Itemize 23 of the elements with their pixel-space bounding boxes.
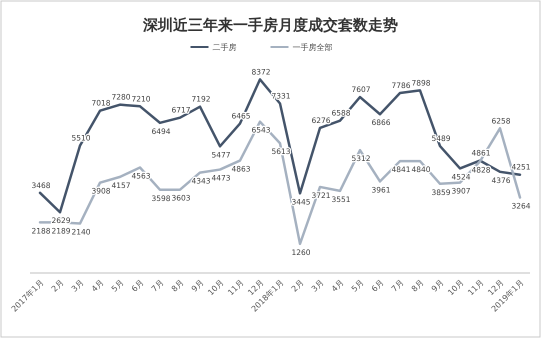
x-tick-label: 10月 (446, 278, 466, 298)
x-tick-label: 11月 (226, 278, 246, 298)
x-tick-label: 7月 (150, 278, 166, 294)
x-tick-label: 9月 (190, 278, 206, 294)
chart-title: 深圳近三年来一手房月度成交套数走势 (142, 16, 398, 34)
x-tick-label: 3月 (310, 278, 326, 294)
legend-label: 二手房 (212, 43, 236, 52)
x-tick-label: 5月 (110, 278, 126, 294)
x-tick-label: 6月 (130, 278, 146, 294)
x-tick-label: 6月 (370, 278, 386, 294)
x-tick-label: 8月 (170, 278, 186, 294)
legend-label: 一手房全部 (292, 43, 332, 52)
x-tick-label: 3月 (70, 278, 86, 294)
x-tick-label: 7月 (390, 278, 406, 294)
x-tick-label: 5月 (350, 278, 366, 294)
x-tick-label: 9月 (430, 278, 446, 294)
x-tick-label: 2月 (290, 278, 306, 294)
x-tick-label: 4月 (90, 278, 106, 294)
x-tick-label: 4月 (330, 278, 346, 294)
x-tick-label: 10月 (206, 278, 226, 298)
x-tick-label: 8月 (410, 278, 426, 294)
x-tick-label: 2月 (50, 278, 66, 294)
x-tick-label: 11月 (466, 278, 486, 298)
